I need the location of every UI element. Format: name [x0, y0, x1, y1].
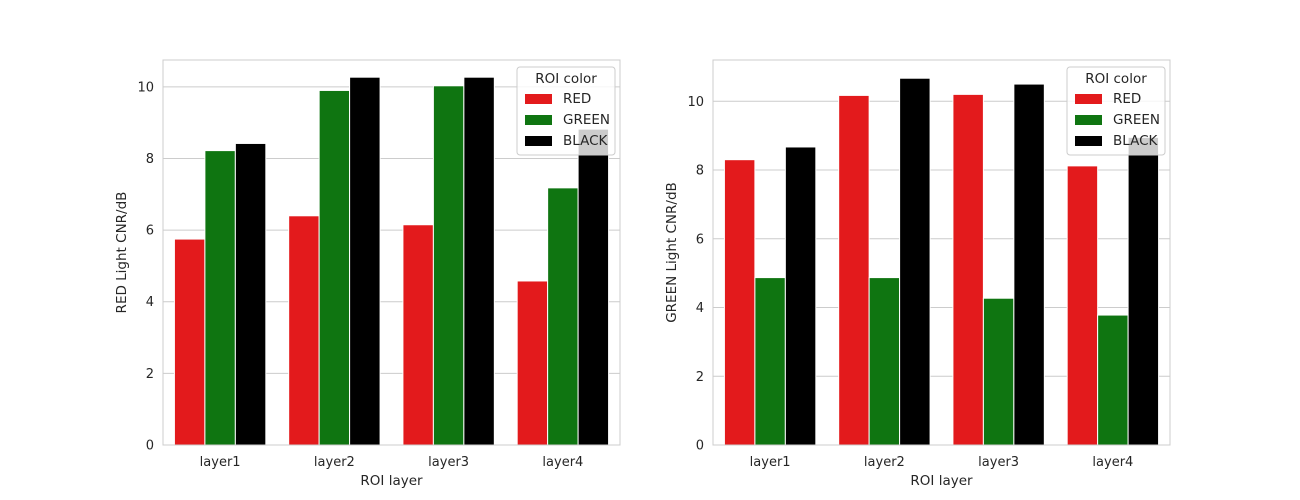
legend-title: ROI color	[535, 71, 597, 87]
x-axis-label: ROI layer	[910, 473, 973, 489]
bar-black-layer1	[784, 146, 817, 446]
y-tick-label: 0	[696, 439, 704, 454]
bar-red-layer3	[402, 224, 434, 446]
x-tick-label: layer3	[978, 455, 1019, 470]
x-axis-label: ROI layer	[360, 473, 423, 489]
bar-green-layer3	[982, 297, 1015, 446]
legend: ROI color RED GREEN BLACK	[1066, 66, 1166, 156]
bar-red-layer3	[952, 93, 984, 446]
legend-label-black: BLACK	[1113, 133, 1159, 149]
bar-red-layer1	[723, 159, 756, 446]
legend-label-black: BLACK	[563, 133, 609, 149]
y-tick-label: 0	[146, 439, 154, 454]
bar-red-layer2	[288, 215, 320, 446]
y-tick-label: 6	[146, 224, 154, 239]
chart-panel-red-light: 0 2 4 6 8 10 layer1 layer2 layer3 layer4 ROI lay…	[114, 59, 621, 489]
y-tick-label: 4	[146, 295, 154, 310]
y-tick-label: 8	[696, 164, 704, 179]
x-tick-label: layer4	[1092, 455, 1133, 470]
bar-black-layer4	[577, 128, 610, 446]
legend-swatch-red	[525, 94, 552, 104]
bar-black-layer4	[1127, 136, 1160, 446]
bar-green-layer4	[547, 187, 579, 446]
bar-black-layer3	[1013, 83, 1045, 446]
legend: ROI color RED GREEN BLACK	[516, 66, 616, 156]
y-tick-label: 4	[696, 301, 704, 316]
bar-green-layer3	[432, 85, 465, 446]
x-tick-label: layer1	[750, 455, 791, 470]
y-tick-label: 10	[137, 80, 154, 95]
y-axis-label: RED Light CNR/dB	[114, 192, 130, 314]
bar-green-layer2	[868, 277, 901, 446]
y-tick-label: 6	[696, 232, 704, 247]
bar-black-layer3	[463, 76, 495, 446]
legend-label-red: RED	[1113, 91, 1141, 107]
bar-green-layer2	[318, 89, 351, 446]
bar-red-layer4	[516, 280, 549, 446]
bar-green-layer4	[1097, 314, 1129, 446]
bar-red-layer1	[173, 238, 206, 446]
y-tick-label: 2	[146, 367, 154, 382]
x-tick-label: layer3	[428, 455, 469, 470]
legend-swatch-black	[1075, 136, 1102, 146]
x-tick-label: layer2	[314, 455, 355, 470]
y-tick-label: 2	[696, 370, 704, 385]
bar-green-layer1	[754, 277, 786, 446]
bar-black-layer1	[234, 142, 267, 446]
legend-swatch-black	[525, 136, 552, 146]
y-tick-label: 8	[146, 152, 154, 167]
x-tick-label: layer1	[200, 455, 241, 470]
x-tick-label: layer4	[542, 455, 583, 470]
bar-black-layer2	[899, 77, 931, 446]
bar-black-layer2	[349, 76, 381, 446]
legend-label-green: GREEN	[563, 112, 610, 128]
legend-title: ROI color	[1085, 71, 1147, 87]
x-tick-label: layer2	[864, 455, 905, 470]
bar-green-layer1	[204, 150, 236, 446]
chart-panel-green-light: 0 2 4 6 8 10 layer1 layer2 layer3 layer4 ROI lay…	[664, 59, 1171, 489]
bar-red-layer2	[838, 94, 870, 446]
legend-label-red: RED	[563, 91, 591, 107]
legend-label-green: GREEN	[1113, 112, 1160, 128]
legend-swatch-red	[1075, 94, 1102, 104]
y-tick-label: 10	[687, 95, 704, 110]
legend-swatch-green	[1075, 115, 1102, 125]
y-axis-label: GREEN Light CNR/dB	[664, 182, 680, 323]
legend-swatch-green	[525, 115, 552, 125]
bar-red-layer4	[1066, 165, 1099, 446]
